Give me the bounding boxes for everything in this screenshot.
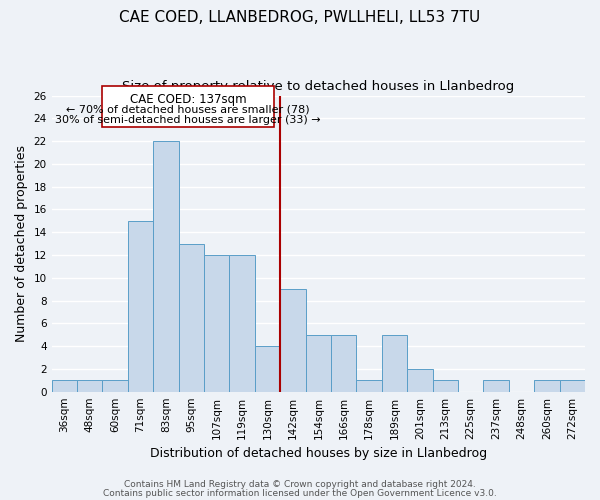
Bar [77,380,103,392]
Text: CAE COED: 137sqm: CAE COED: 137sqm [130,92,247,106]
Text: ← 70% of detached houses are smaller (78): ← 70% of detached houses are smaller (78… [67,104,310,114]
Bar [153,141,179,392]
Bar [280,289,305,392]
Bar [484,380,509,392]
Bar [255,346,280,392]
Bar [407,369,433,392]
Text: Contains public sector information licensed under the Open Government Licence v3: Contains public sector information licen… [103,489,497,498]
Bar [128,221,153,392]
Y-axis label: Number of detached properties: Number of detached properties [15,145,28,342]
Bar [433,380,458,392]
Bar [229,255,255,392]
Bar [382,334,407,392]
Text: 30% of semi-detached houses are larger (33) →: 30% of semi-detached houses are larger (… [55,116,321,126]
Bar [331,334,356,392]
Text: Contains HM Land Registry data © Crown copyright and database right 2024.: Contains HM Land Registry data © Crown c… [124,480,476,489]
Text: CAE COED, LLANBEDROG, PWLLHELI, LL53 7TU: CAE COED, LLANBEDROG, PWLLHELI, LL53 7TU [119,10,481,25]
Bar [204,255,229,392]
Bar [534,380,560,392]
Bar [103,380,128,392]
Bar [52,380,77,392]
X-axis label: Distribution of detached houses by size in Llanbedrog: Distribution of detached houses by size … [150,447,487,460]
Bar [305,334,331,392]
Bar [179,244,204,392]
FancyBboxPatch shape [103,86,274,128]
Bar [560,380,585,392]
Bar [356,380,382,392]
Title: Size of property relative to detached houses in Llanbedrog: Size of property relative to detached ho… [122,80,514,93]
